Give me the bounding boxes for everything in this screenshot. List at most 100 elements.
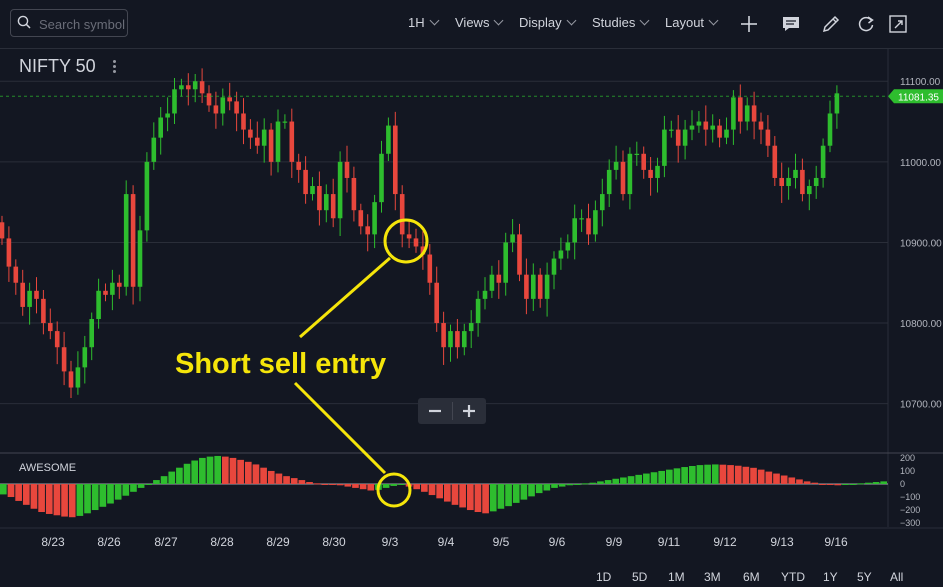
oscillator-bar [757, 469, 765, 484]
oscillator-bar [482, 483, 489, 514]
symbol-options-icon[interactable] [109, 58, 119, 76]
oscillator-tick-label: 0 [900, 479, 905, 489]
candle-body [82, 347, 88, 368]
candle-body [496, 274, 502, 283]
candle-body [551, 258, 557, 275]
oscillator-bar [528, 483, 535, 497]
search-input[interactable] [37, 14, 129, 34]
candle-body [827, 113, 833, 146]
candle-body [296, 161, 301, 170]
candle-body [455, 331, 460, 348]
oscillator-bar [865, 482, 872, 484]
time-tick-label: 8/30 [322, 535, 346, 549]
candle-body [703, 121, 709, 130]
price-tick-label: 10900.00 [900, 238, 942, 249]
range-5d[interactable]: 5D [632, 570, 648, 584]
oscillator-bar [581, 483, 589, 485]
display-dropdown[interactable]: Display [519, 15, 577, 30]
range-3m[interactable]: 3M [704, 570, 721, 584]
candle-body [820, 145, 826, 178]
plus-icon[interactable] [738, 13, 760, 35]
pencil-icon[interactable] [820, 13, 842, 35]
candle-body [165, 113, 170, 118]
oscillator-bar [290, 478, 298, 484]
views-dropdown[interactable]: Views [455, 15, 504, 30]
oscillator-bar [145, 483, 153, 485]
studies-dropdown[interactable]: Studies [592, 15, 650, 30]
oscillator-bar [45, 483, 53, 514]
candle-body [41, 298, 46, 324]
entry-highlight-circle [383, 218, 429, 264]
oscillator-bar [160, 476, 168, 484]
candle-body [213, 105, 219, 114]
candle-body [358, 210, 364, 227]
callout-line [293, 381, 387, 475]
candle-body [337, 161, 343, 219]
oscillator-title: AWESOME [19, 462, 77, 474]
zoom-in-button[interactable] [452, 398, 486, 424]
interval-dropdown[interactable]: 1H [408, 15, 440, 30]
candle-body [772, 145, 778, 178]
candle-body [503, 242, 508, 283]
candle-body [641, 153, 646, 170]
refresh-icon[interactable] [855, 13, 877, 35]
range-ytd[interactable]: YTD [781, 570, 805, 584]
candle-body [751, 105, 757, 122]
oscillator-bar [421, 483, 428, 492]
oscillator-bar [344, 483, 352, 487]
range-1y[interactable]: 1Y [823, 570, 838, 584]
oscillator-bar [811, 482, 819, 484]
candle-body [330, 194, 336, 219]
oscillator-bar [497, 483, 505, 509]
display-label: Display [519, 15, 562, 30]
last-price-badge [888, 89, 943, 104]
oscillator-highlight-circle [376, 472, 412, 508]
candle-body [606, 169, 612, 195]
candle-body [510, 234, 515, 243]
fullscreen-icon[interactable] [887, 13, 909, 35]
zoom-out-button[interactable] [418, 398, 452, 424]
candle-body [662, 129, 667, 166]
range-1m[interactable]: 1M [668, 570, 685, 584]
oscillator-bar [543, 483, 551, 491]
range-1d[interactable]: 1D [596, 570, 612, 584]
oscillator-bar [558, 483, 566, 487]
oscillator-bar [130, 483, 137, 492]
oscillator-bar [842, 483, 849, 485]
candle-body [103, 290, 108, 295]
oscillator-bar [283, 476, 290, 484]
candle-body [682, 129, 688, 146]
oscillator-bar [635, 474, 643, 484]
candle-body [75, 367, 81, 388]
candle-body [268, 129, 274, 162]
candle-body [807, 186, 812, 195]
price-tick-label: 11000.00 [900, 158, 941, 169]
candle-body [89, 319, 94, 348]
range-all[interactable]: All [890, 570, 904, 584]
search-box[interactable] [10, 9, 129, 37]
candle-body [793, 169, 798, 178]
oscillator-bar [727, 465, 734, 484]
chat-icon[interactable] [780, 13, 802, 35]
layout-dropdown[interactable]: Layout [665, 15, 719, 30]
oscillator-bar [520, 483, 528, 500]
oscillator-bar [22, 483, 30, 505]
candle-body [717, 125, 722, 138]
candlestick-series [0, 68, 888, 398]
range-5y[interactable]: 5Y [857, 570, 872, 584]
oscillator-bar [237, 459, 244, 484]
candle-body [179, 85, 184, 90]
candle-body [758, 121, 764, 130]
symbol-title[interactable]: NIFTY 50 [19, 56, 96, 76]
oscillator-bar [137, 483, 145, 488]
layout-label: Layout [665, 15, 705, 30]
candle-body [475, 298, 481, 324]
candle-body [386, 125, 391, 154]
oscillator-bar [451, 483, 459, 505]
oscillator-bar [329, 483, 336, 485]
candle-body [20, 282, 25, 307]
range-6m[interactable]: 6M [743, 570, 760, 584]
oscillator-bar [742, 466, 750, 484]
price-tick-label: 10800.00 [900, 319, 942, 330]
